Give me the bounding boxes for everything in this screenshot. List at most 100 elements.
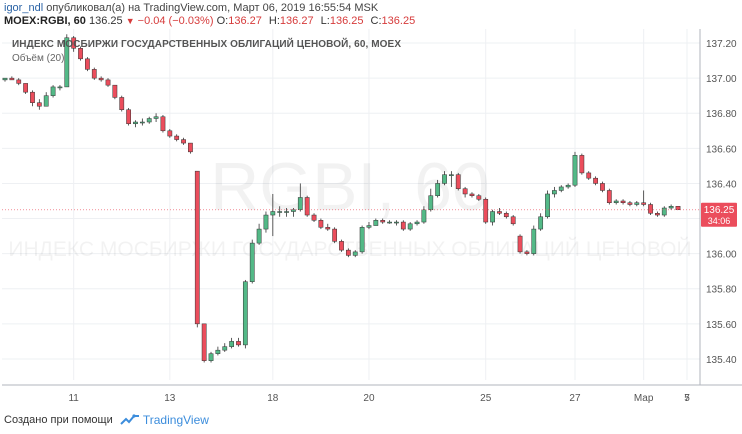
candle bbox=[71, 36, 77, 52]
candle bbox=[565, 183, 571, 189]
close-value: 136.25 bbox=[381, 15, 416, 27]
candle bbox=[30, 90, 35, 107]
candle bbox=[373, 218, 379, 226]
y-tick-label: 136.80 bbox=[706, 109, 737, 120]
candle bbox=[222, 343, 228, 352]
volume-indicator-label[interactable]: Объём (20) bbox=[12, 53, 65, 64]
candle bbox=[606, 188, 612, 205]
candle bbox=[359, 225, 365, 254]
candle bbox=[78, 46, 83, 61]
candle bbox=[201, 323, 207, 363]
candle bbox=[119, 95, 125, 112]
candle bbox=[538, 213, 544, 231]
candle bbox=[153, 113, 159, 123]
candle bbox=[627, 200, 633, 207]
candle bbox=[208, 351, 214, 363]
high-value: 136.27 bbox=[279, 15, 314, 27]
quote-line: MOEX:RGBI, 60 136.25 ▼ −0.04 (−0.03%) O:… bbox=[4, 15, 419, 27]
candle bbox=[524, 250, 530, 256]
candle bbox=[620, 199, 626, 205]
candle bbox=[531, 225, 537, 256]
candle bbox=[387, 220, 392, 224]
y-tick-label: 135.40 bbox=[706, 355, 737, 366]
candle bbox=[448, 171, 454, 187]
candle bbox=[188, 142, 193, 154]
candle bbox=[345, 248, 351, 258]
candle bbox=[236, 337, 241, 347]
y-tick-label: 137.20 bbox=[706, 39, 737, 50]
candle bbox=[421, 206, 427, 224]
candle bbox=[641, 190, 647, 207]
x-tick-label: 27 bbox=[569, 393, 581, 404]
candle bbox=[64, 34, 70, 88]
candle bbox=[91, 67, 97, 80]
down-arrow-icon: ▼ bbox=[125, 16, 135, 26]
candle bbox=[497, 208, 502, 216]
x-tick-label: 18 bbox=[267, 393, 279, 404]
candle bbox=[339, 239, 344, 252]
candle bbox=[133, 120, 138, 128]
candle bbox=[517, 234, 523, 254]
candle bbox=[380, 218, 386, 224]
candle bbox=[256, 223, 262, 245]
candle bbox=[442, 171, 447, 186]
candle bbox=[414, 220, 420, 226]
candle bbox=[332, 227, 338, 244]
x-tick-label: Мар bbox=[634, 393, 654, 404]
candle bbox=[490, 209, 495, 226]
candle bbox=[85, 57, 90, 72]
candle bbox=[126, 107, 131, 126]
candle bbox=[428, 188, 434, 212]
y-tick-label: 136.00 bbox=[706, 250, 737, 261]
candle bbox=[297, 183, 303, 212]
last-price: 136.25 bbox=[88, 15, 123, 27]
candle bbox=[483, 197, 489, 224]
candle bbox=[634, 200, 640, 207]
candle bbox=[112, 84, 118, 100]
candle bbox=[476, 193, 482, 201]
candle bbox=[43, 92, 49, 107]
candle bbox=[16, 78, 22, 86]
candle bbox=[668, 204, 674, 210]
candle bbox=[648, 202, 653, 216]
candle bbox=[325, 223, 331, 231]
candle bbox=[57, 85, 63, 91]
candle bbox=[352, 250, 358, 258]
candle bbox=[400, 220, 406, 231]
footer: Создано при помощи TradingView bbox=[4, 413, 209, 427]
candle bbox=[394, 220, 399, 226]
candle bbox=[284, 208, 289, 217]
candle bbox=[249, 239, 255, 284]
watermark-description: ИНДЕКС МОСБИРЖИ ГОСУДАРСТВЕННЫХ ОБЛИГАЦИ… bbox=[8, 237, 691, 261]
candle bbox=[160, 114, 166, 133]
candle bbox=[579, 153, 585, 175]
chart-title: ИНДЕКС МОСБИРЖИ ГОСУДАРСТВЕННЫХ ОБЛИГАЦИ… bbox=[12, 39, 402, 50]
candle bbox=[181, 137, 186, 145]
candle bbox=[661, 206, 667, 217]
candle bbox=[277, 206, 283, 217]
axes: 137.20137.00136.80136.60136.40136.20136.… bbox=[2, 29, 742, 404]
candle bbox=[586, 171, 592, 180]
candle bbox=[270, 193, 276, 237]
candle bbox=[435, 179, 441, 198]
tradingview-brand[interactable]: TradingView bbox=[142, 413, 209, 427]
candle bbox=[572, 151, 578, 187]
x-tick-label: 11 bbox=[68, 393, 79, 404]
y-tick-label: 135.60 bbox=[706, 320, 737, 331]
y-tick-label: 135.80 bbox=[706, 285, 737, 296]
candle bbox=[146, 116, 152, 124]
candle bbox=[36, 99, 42, 110]
candle bbox=[263, 211, 269, 233]
candle bbox=[462, 186, 468, 198]
candle bbox=[2, 77, 8, 82]
created-with-text: Создано при помощи bbox=[4, 413, 113, 426]
candle bbox=[105, 78, 111, 87]
watermark: RGBI, 60 ИНДЕКС МОСБИРЖИ ГОСУДАРСТВЕННЫХ… bbox=[8, 149, 691, 261]
tradingview-logo-icon bbox=[120, 414, 139, 425]
candle bbox=[174, 134, 180, 142]
author-link[interactable]: igor_ndl bbox=[4, 2, 44, 14]
publication-line: igor_ndl опубликовал(а) на TradingView.c… bbox=[4, 2, 378, 14]
chart-header: igor_ndl опубликовал(а) на TradingView.c… bbox=[0, 0, 742, 27]
